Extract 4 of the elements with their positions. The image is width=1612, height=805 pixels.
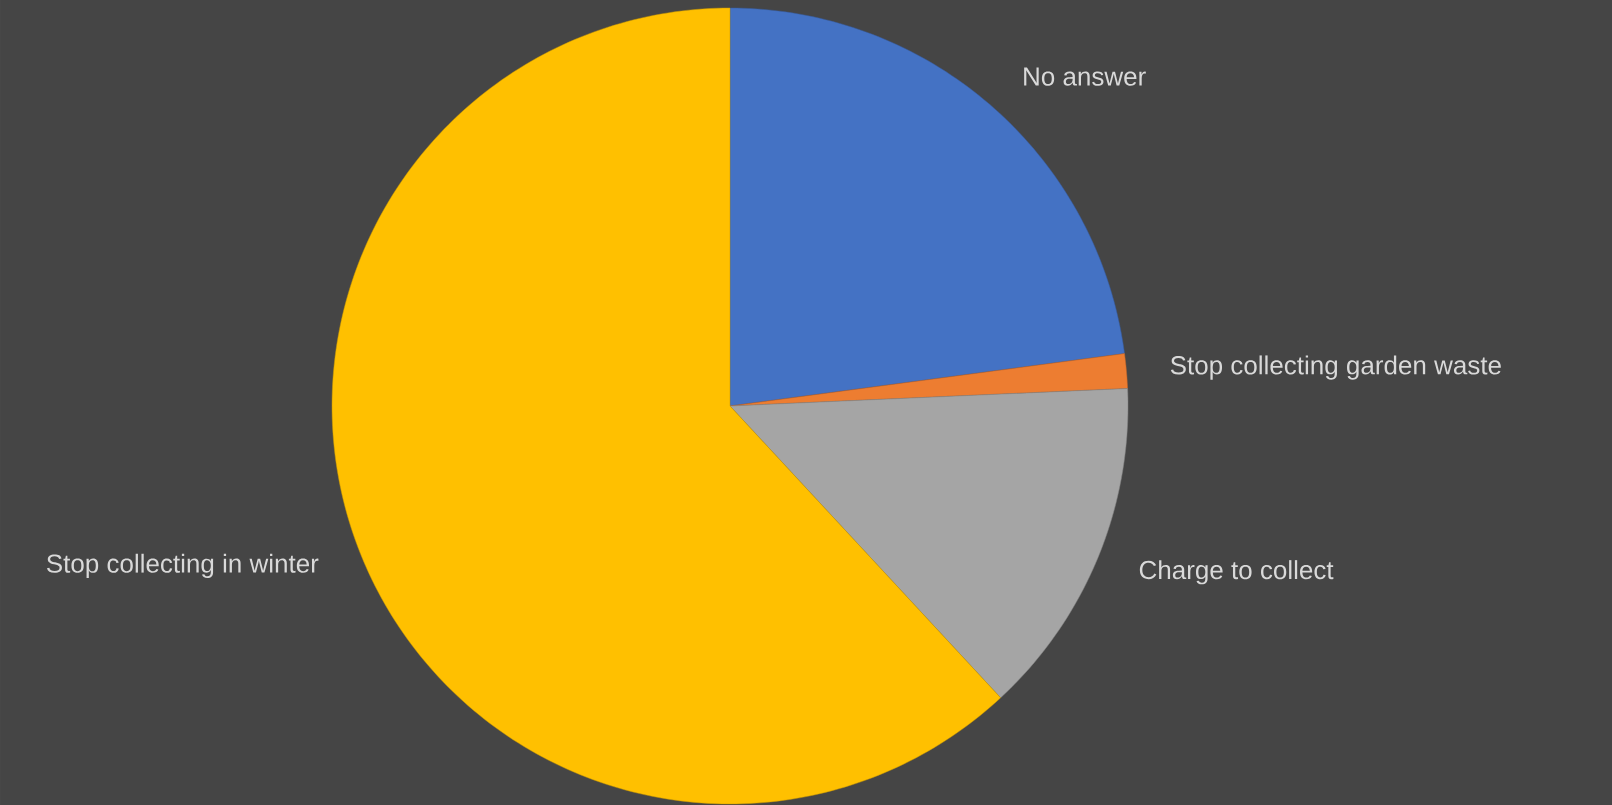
slice-label: Charge to collect xyxy=(1139,560,1334,585)
slice-label: Stop collecting in winter xyxy=(46,553,319,578)
slice-label: Stop collecting garden waste xyxy=(1170,355,1501,380)
slice-label: No answer xyxy=(1024,67,1146,86)
